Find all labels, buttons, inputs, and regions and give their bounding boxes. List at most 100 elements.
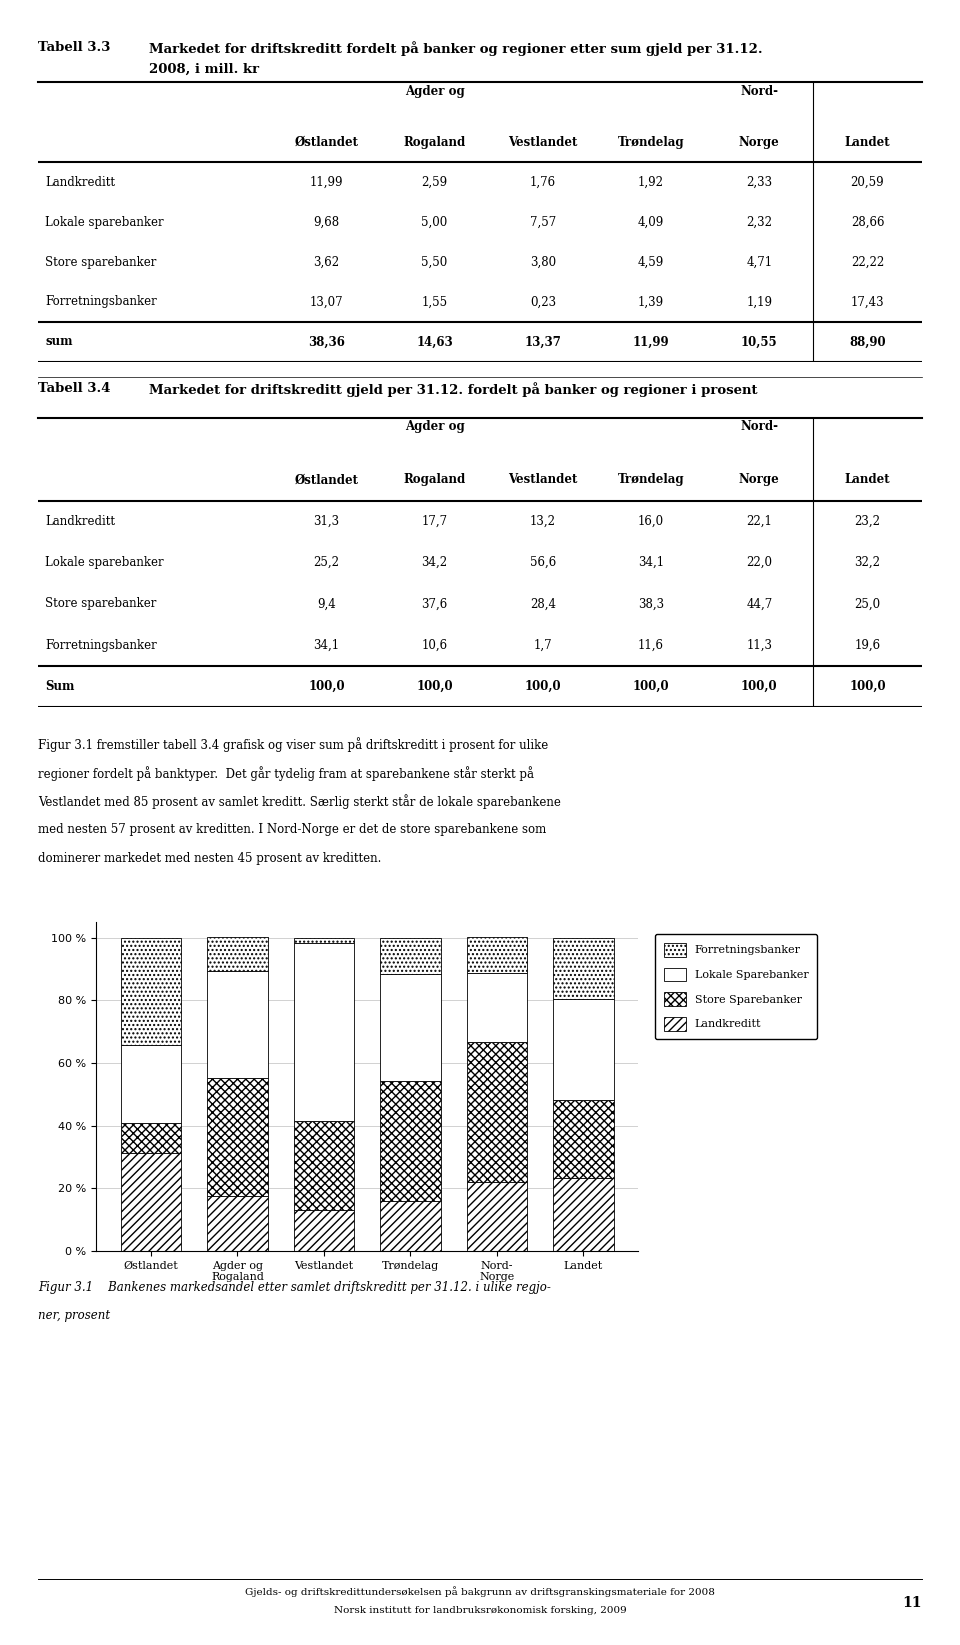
- Bar: [207, 1196, 268, 1252]
- Text: 100,0: 100,0: [417, 679, 453, 693]
- Text: Gjelds- og driftskredittundersøkelsen på bakgrunn av driftsgranskingsmateriale f: Gjelds- og driftskredittundersøkelsen på…: [245, 1586, 715, 1597]
- Text: Landkreditt: Landkreditt: [45, 515, 115, 528]
- Text: 4,59: 4,59: [638, 255, 664, 268]
- Text: Norsk institutt for landbruksrøkonomisk forsking, 2009: Norsk institutt for landbruksrøkonomisk …: [334, 1606, 626, 1614]
- Text: med nesten 57 prosent av kreditten. I Nord-Norge er det de store sparebankene so: med nesten 57 prosent av kreditten. I No…: [38, 824, 546, 836]
- Text: 56,6: 56,6: [530, 556, 556, 569]
- Text: regioner fordelt på banktyper.  Det går tydelig fram at sparebankene står sterkt: regioner fordelt på banktyper. Det går t…: [38, 767, 535, 781]
- Text: 34,1: 34,1: [313, 638, 340, 651]
- Text: 1,55: 1,55: [421, 296, 447, 309]
- Text: 3,62: 3,62: [313, 255, 340, 268]
- Text: 20,59: 20,59: [851, 176, 884, 189]
- Text: Rogaland: Rogaland: [403, 135, 466, 148]
- Text: 100,0: 100,0: [308, 679, 345, 693]
- Text: Markedet for driftskreditt fordelt på banker og regioner etter sum gjeld per 31.: Markedet for driftskreditt fordelt på ba…: [149, 41, 762, 56]
- Text: Vestlandet: Vestlandet: [508, 474, 578, 487]
- Text: 13,37: 13,37: [524, 336, 562, 349]
- Text: ner, prosent: ner, prosent: [38, 1309, 110, 1323]
- Bar: [294, 938, 354, 943]
- Text: 100,0: 100,0: [633, 679, 669, 693]
- Text: 32,2: 32,2: [854, 556, 880, 569]
- Text: Landkreditt: Landkreditt: [45, 176, 115, 189]
- Bar: [553, 1178, 613, 1252]
- Text: 19,6: 19,6: [854, 638, 880, 651]
- Text: 44,7: 44,7: [746, 597, 773, 610]
- Text: Lokale sparebanker: Lokale sparebanker: [45, 215, 164, 229]
- Bar: [380, 1201, 441, 1252]
- Text: Agder og: Agder og: [405, 421, 465, 433]
- Text: 100,0: 100,0: [741, 679, 778, 693]
- Text: 100,0: 100,0: [524, 679, 562, 693]
- Bar: [207, 938, 268, 971]
- Text: sum: sum: [45, 336, 73, 349]
- Text: 9,4: 9,4: [317, 597, 336, 610]
- Text: 22,22: 22,22: [851, 255, 884, 268]
- Text: Nord-: Nord-: [740, 421, 779, 433]
- Text: 10,55: 10,55: [741, 336, 778, 349]
- Text: 25,2: 25,2: [313, 556, 340, 569]
- Text: 11: 11: [902, 1596, 922, 1610]
- Text: Tabell 3.3: Tabell 3.3: [38, 41, 110, 54]
- Legend: Forretningsbanker, Lokale Sparebanker, Store Sparebanker, Landkreditt: Forretningsbanker, Lokale Sparebanker, S…: [655, 934, 818, 1040]
- Text: Trøndelag: Trøndelag: [617, 474, 684, 487]
- Text: dominerer markedet med nesten 45 prosent av kreditten.: dominerer markedet med nesten 45 prosent…: [38, 852, 382, 865]
- Text: 1,92: 1,92: [638, 176, 664, 189]
- Bar: [121, 1153, 181, 1252]
- Bar: [467, 938, 527, 972]
- Text: Store sparebanker: Store sparebanker: [45, 597, 156, 610]
- Text: Landet: Landet: [845, 474, 890, 487]
- Text: 3,80: 3,80: [530, 255, 556, 268]
- Bar: [467, 1181, 527, 1252]
- Text: Figur 3.1    Bankenes markedsandel etter samlet driftskreditt per 31.12. i ulike: Figur 3.1 Bankenes markedsandel etter sa…: [38, 1281, 551, 1293]
- Bar: [380, 938, 441, 974]
- Bar: [207, 1077, 268, 1196]
- Bar: [294, 1209, 354, 1252]
- Bar: [380, 974, 441, 1081]
- Bar: [553, 938, 613, 999]
- Text: Norge: Norge: [739, 474, 780, 487]
- Text: Rogaland: Rogaland: [403, 474, 466, 487]
- Text: 14,63: 14,63: [417, 336, 453, 349]
- Text: Østlandet: Østlandet: [295, 474, 358, 487]
- Text: 16,0: 16,0: [638, 515, 664, 528]
- Text: 2,33: 2,33: [746, 176, 773, 189]
- Bar: [553, 1101, 613, 1178]
- Bar: [467, 1041, 527, 1181]
- Text: Lokale sparebanker: Lokale sparebanker: [45, 556, 164, 569]
- Text: 2008, i mill. kr: 2008, i mill. kr: [149, 63, 259, 76]
- Text: 25,0: 25,0: [854, 597, 880, 610]
- Text: 4,09: 4,09: [638, 215, 664, 229]
- Text: 38,3: 38,3: [638, 597, 664, 610]
- Bar: [121, 938, 181, 1045]
- Text: Store sparebanker: Store sparebanker: [45, 255, 156, 268]
- Text: Vestlandet: Vestlandet: [508, 135, 578, 148]
- Text: 0,23: 0,23: [530, 296, 556, 309]
- Text: 1,76: 1,76: [530, 176, 556, 189]
- Text: 17,7: 17,7: [421, 515, 447, 528]
- Bar: [380, 1081, 441, 1201]
- Text: 1,19: 1,19: [746, 296, 772, 309]
- Text: 11,3: 11,3: [746, 638, 772, 651]
- Bar: [121, 1045, 181, 1124]
- Text: 28,66: 28,66: [851, 215, 884, 229]
- Text: 11,99: 11,99: [310, 176, 343, 189]
- Text: Forretningsbanker: Forretningsbanker: [45, 296, 157, 309]
- Text: 28,4: 28,4: [530, 597, 556, 610]
- Text: 1,39: 1,39: [638, 296, 664, 309]
- Bar: [467, 972, 527, 1041]
- Text: 23,2: 23,2: [854, 515, 880, 528]
- Text: 17,43: 17,43: [851, 296, 884, 309]
- Text: 34,2: 34,2: [421, 556, 447, 569]
- Bar: [207, 971, 268, 1077]
- Text: 7,57: 7,57: [530, 215, 556, 229]
- Text: 22,0: 22,0: [746, 556, 772, 569]
- Text: 11,6: 11,6: [638, 638, 664, 651]
- Bar: [121, 1124, 181, 1153]
- Text: 10,6: 10,6: [421, 638, 447, 651]
- Text: 31,3: 31,3: [313, 515, 340, 528]
- Text: 100,0: 100,0: [850, 679, 886, 693]
- Text: 11,99: 11,99: [633, 336, 669, 349]
- Text: 2,32: 2,32: [746, 215, 772, 229]
- Text: Landet: Landet: [845, 135, 890, 148]
- Text: Figur 3.1 fremstiller tabell 3.4 grafisk og viser sum på driftskreditt i prosent: Figur 3.1 fremstiller tabell 3.4 grafisk…: [38, 737, 549, 752]
